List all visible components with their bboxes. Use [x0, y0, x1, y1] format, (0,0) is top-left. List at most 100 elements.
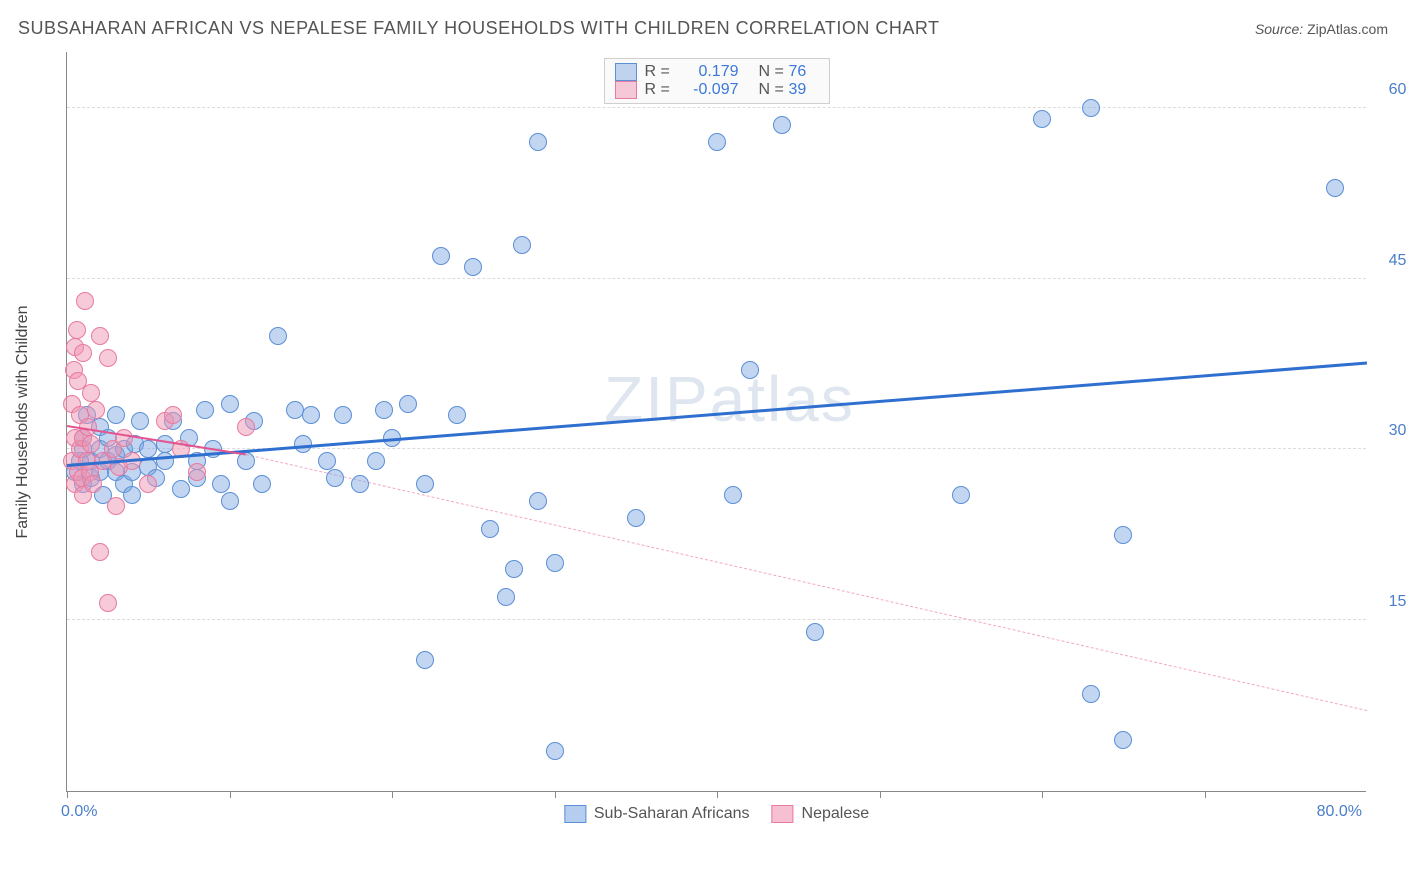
data-point: [253, 475, 271, 493]
y-axis-title: Family Households with Children: [14, 305, 32, 538]
data-point: [1114, 526, 1132, 544]
data-point: [546, 554, 564, 572]
data-point: [294, 435, 312, 453]
trend-line: [246, 454, 1367, 711]
legend-label: Sub-Saharan Africans: [594, 805, 750, 823]
data-point: [432, 247, 450, 265]
source-label: Source:: [1255, 21, 1303, 37]
y-tick-label: 45.0%: [1389, 252, 1406, 270]
legend-item-series-2: Nepalese: [772, 805, 870, 823]
data-point: [416, 475, 434, 493]
legend-swatch-series-1: [615, 63, 637, 81]
data-point: [99, 594, 117, 612]
data-point: [497, 588, 515, 606]
data-point: [212, 475, 230, 493]
data-point: [505, 560, 523, 578]
legend-swatch-icon: [772, 805, 794, 823]
data-point: [107, 406, 125, 424]
source-value: ZipAtlas.com: [1307, 21, 1388, 37]
data-point: [302, 406, 320, 424]
legend-r-value-2: -0.097: [681, 81, 739, 99]
x-axis-max-label: 80.0%: [1317, 803, 1362, 821]
data-point: [1082, 99, 1100, 117]
plot-container: ZIPatlas Family Households with Children…: [66, 52, 1386, 818]
watermark-big: ZIP: [604, 363, 710, 435]
data-point: [131, 412, 149, 430]
data-point: [68, 321, 86, 339]
watermark: ZIPatlas: [604, 362, 855, 436]
legend-n-label: N =: [759, 63, 781, 81]
data-point: [269, 327, 287, 345]
data-point: [416, 651, 434, 669]
data-point: [1326, 179, 1344, 197]
data-point: [448, 406, 466, 424]
data-point: [1114, 731, 1132, 749]
trend-line: [67, 361, 1367, 466]
chart-title: SUBSAHARAN AFRICAN VS NEPALESE FAMILY HO…: [18, 18, 940, 39]
legend-row-series-2: R = -0.097 N = 39: [615, 81, 819, 99]
legend-n-value-2: 39: [789, 81, 819, 99]
x-tick: [555, 791, 556, 798]
series-legend: Sub-Saharan Africans Nepalese: [564, 805, 869, 823]
data-point: [84, 475, 102, 493]
x-tick: [880, 791, 881, 798]
legend-n-value-1: 76: [789, 63, 819, 81]
legend-item-series-1: Sub-Saharan Africans: [564, 805, 750, 823]
legend-r-label: R =: [645, 63, 673, 81]
legend-r-value-1: 0.179: [681, 63, 739, 81]
data-point: [773, 116, 791, 134]
plot-area: ZIPatlas Family Households with Children…: [66, 52, 1366, 792]
data-point: [221, 492, 239, 510]
data-point: [546, 742, 564, 760]
x-tick: [392, 791, 393, 798]
data-point: [74, 344, 92, 362]
data-point: [724, 486, 742, 504]
data-point: [367, 452, 385, 470]
y-tick-label: 15.0%: [1389, 593, 1406, 611]
data-point: [76, 292, 94, 310]
x-tick: [1205, 791, 1206, 798]
data-point: [164, 406, 182, 424]
x-tick: [1042, 791, 1043, 798]
x-tick: [67, 791, 68, 798]
data-point: [237, 418, 255, 436]
data-point: [326, 469, 344, 487]
legend-r-label: R =: [645, 81, 673, 99]
data-point: [115, 429, 133, 447]
data-point: [91, 543, 109, 561]
y-tick-label: 60.0%: [1389, 81, 1406, 99]
legend-swatch-series-2: [615, 81, 637, 99]
correlation-legend: R = 0.179 N = 76 R = -0.097 N = 39: [604, 58, 830, 104]
data-point: [351, 475, 369, 493]
legend-swatch-icon: [564, 805, 586, 823]
data-point: [318, 452, 336, 470]
source-attribution: Source: ZipAtlas.com: [1255, 21, 1388, 37]
data-point: [82, 384, 100, 402]
gridline: [67, 278, 1366, 279]
data-point: [464, 258, 482, 276]
data-point: [82, 435, 100, 453]
data-point: [399, 395, 417, 413]
y-tick-label: 30.0%: [1389, 422, 1406, 440]
data-point: [172, 480, 190, 498]
gridline: [67, 619, 1366, 620]
gridline: [67, 107, 1366, 108]
data-point: [99, 349, 117, 367]
data-point: [139, 475, 157, 493]
data-point: [123, 486, 141, 504]
data-point: [741, 361, 759, 379]
x-tick: [230, 791, 231, 798]
data-point: [708, 133, 726, 151]
data-point: [481, 520, 499, 538]
data-point: [375, 401, 393, 419]
data-point: [87, 401, 105, 419]
watermark-small: atlas: [710, 363, 855, 435]
data-point: [529, 492, 547, 510]
data-point: [513, 236, 531, 254]
data-point: [334, 406, 352, 424]
data-point: [1033, 110, 1051, 128]
legend-n-label: N =: [759, 81, 781, 99]
legend-label: Nepalese: [802, 805, 870, 823]
x-axis-origin-label: 0.0%: [61, 803, 97, 821]
data-point: [1082, 685, 1100, 703]
